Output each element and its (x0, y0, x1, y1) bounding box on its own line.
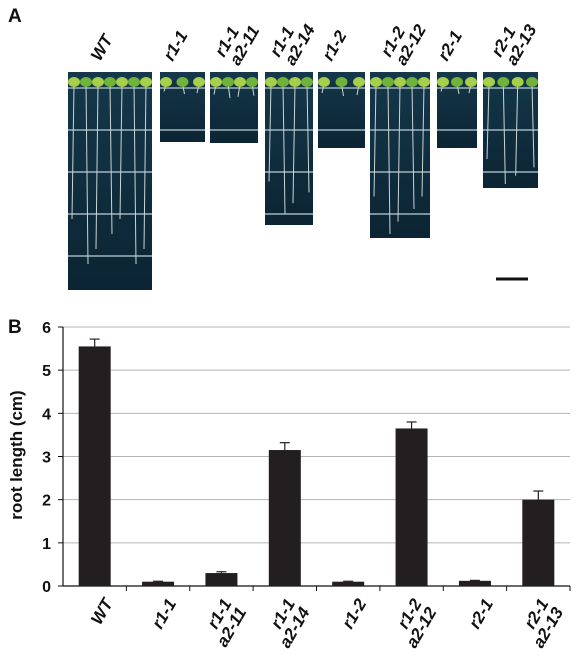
x-tick-label-line: r1-1 (148, 596, 180, 633)
leaf (497, 77, 509, 87)
genotype-label: r1-2a2-12 (377, 12, 430, 68)
leaf (116, 77, 128, 87)
panel-label: B (8, 317, 22, 338)
leaf (210, 77, 222, 87)
y-tick-label: 0 (42, 579, 51, 596)
bar (79, 346, 111, 586)
y-tick-label: 3 (42, 450, 51, 467)
x-tick-label: r2-1 (465, 596, 497, 633)
leaf (140, 77, 152, 87)
genotype-label: r1-1 (160, 27, 192, 64)
x-tick-label: r1-2 (338, 595, 370, 632)
leaf (289, 77, 301, 87)
x-tick-label: r1-1 (148, 596, 180, 633)
error-bar (533, 491, 543, 500)
bar (332, 582, 364, 586)
bar (142, 582, 174, 586)
genotype-label: WT (87, 30, 117, 64)
genotype-label-line: r1-1 (160, 27, 192, 64)
y-tick-label: 4 (42, 406, 51, 423)
leaf (301, 77, 313, 87)
x-tick-label: r1-1a2-14 (261, 595, 314, 651)
error-bar (216, 572, 226, 573)
figure: A B root length (cm) WTr1-1r1-1a2-11r1-1… (0, 0, 577, 662)
genotype-label-line: WT (87, 30, 117, 64)
leaf (437, 77, 449, 87)
leaf (483, 77, 495, 87)
y-tick-label: 6 (42, 320, 51, 337)
bar (269, 450, 301, 586)
genotype-label: r1-1a2-14 (266, 12, 319, 68)
genotype-label-line: r1-2 (319, 27, 351, 64)
leaf (465, 77, 477, 87)
x-tick-label: r1-1a2-11 (198, 596, 250, 651)
x-tick-label: r2-1a2-13 (514, 595, 567, 651)
leaf (193, 77, 205, 87)
leaf (336, 77, 348, 87)
leaf (222, 77, 234, 87)
leaf (80, 77, 92, 87)
error-bar (90, 339, 100, 346)
leaf (512, 77, 524, 87)
error-bar (407, 422, 417, 428)
x-tick-label-line: WT (87, 594, 117, 628)
leaf (370, 77, 382, 87)
x-tick-label: WT (87, 594, 117, 628)
leaf (265, 77, 277, 87)
genotype-label-line: r2-1 (434, 27, 466, 64)
leaf (394, 77, 406, 87)
y-tick-label: 5 (42, 363, 51, 380)
genotype-label: r2-1 (434, 27, 466, 64)
error-bar (280, 443, 290, 450)
bar (522, 500, 554, 586)
leaf (160, 77, 172, 87)
leaf (353, 77, 365, 87)
leaf (68, 77, 80, 87)
bar (205, 573, 237, 586)
x-tick-label: r1-2a2-12 (387, 595, 440, 651)
genotype-label: r1-2 (319, 27, 351, 64)
leaf (451, 77, 463, 87)
y-tick-label: 2 (42, 493, 51, 510)
leaf (234, 77, 246, 87)
plate-photo (265, 72, 313, 225)
leaf (406, 77, 418, 87)
leaf (526, 77, 538, 87)
leaf (128, 77, 140, 87)
leaf (318, 77, 330, 87)
leaf (104, 77, 116, 87)
x-tick-label-line: r2-1 (465, 596, 497, 633)
leaf (277, 77, 289, 87)
panel-label: A (8, 6, 22, 27)
genotype-label: r2-1a2-13 (488, 12, 541, 68)
bar (396, 428, 428, 586)
bar (459, 581, 491, 586)
x-tick-label-line: r1-2 (338, 595, 370, 632)
leaf (92, 77, 104, 87)
leaf (246, 77, 258, 87)
y-tick-label: 1 (42, 536, 51, 553)
leaf (418, 77, 430, 87)
genotype-label: r1-1a2-11 (211, 14, 263, 69)
leaf (177, 77, 189, 87)
photo-panel (68, 72, 538, 290)
y-axis-label: root length (cm) (7, 390, 26, 519)
leaf (382, 77, 394, 87)
